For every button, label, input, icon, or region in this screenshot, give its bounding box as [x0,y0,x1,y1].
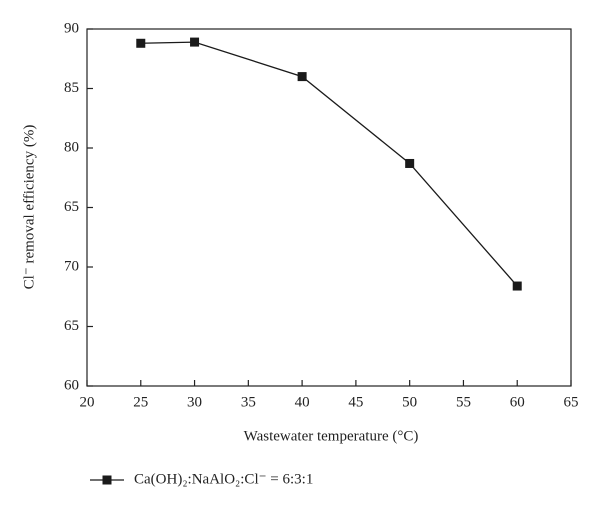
y-tick-label: 85 [64,80,79,96]
x-tick-label: 45 [348,394,363,410]
data-line [140,41,518,287]
x-tick-label: 25 [133,394,148,410]
y-axis-label: Cl⁻ removal efficiency (%) [21,125,37,290]
y-tick-label: 65 [64,199,79,215]
data-point [297,72,307,82]
plot-frame [86,28,572,387]
data-point [136,38,146,48]
data-point [190,37,200,47]
x-tick-label: 55 [456,394,471,410]
y-tick-label: 70 [64,258,79,274]
y-tick-label: 60 [64,377,79,393]
data-point [405,158,415,168]
y-tick-label: 65 [64,318,79,334]
x-tick-label: 30 [187,394,202,410]
x-tick-label: 60 [510,394,525,410]
x-tick-label: 40 [295,394,310,410]
y-tick-label: 80 [64,139,79,155]
x-tick-label: 50 [402,394,417,410]
x-axis-label: Wastewater temperature (°C) [244,428,419,444]
x-tick-label: 35 [241,394,256,410]
legend-marker [102,475,112,485]
x-tick-label: 20 [80,394,95,410]
data-point [512,281,522,291]
legend-label: Ca(OH)₂:NaAlO₂:Cl⁻ = 6:3:1 [134,471,313,487]
y-tick-label: 90 [64,20,79,36]
x-tick-label: 65 [564,394,579,410]
